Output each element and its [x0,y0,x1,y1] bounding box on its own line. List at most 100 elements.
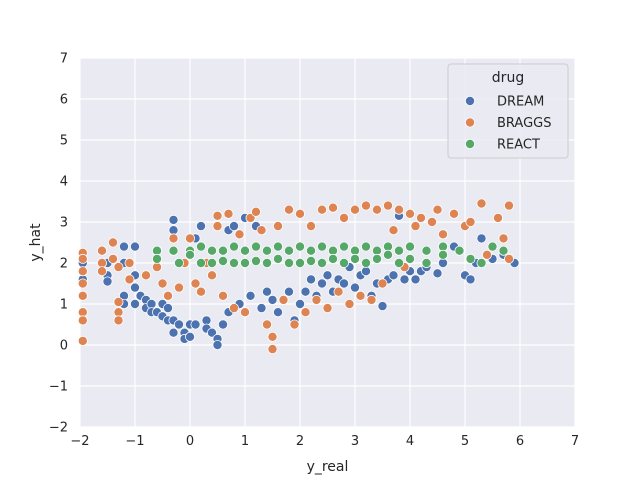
data-point-react [283,245,294,256]
data-point-braggs [124,274,135,285]
data-point-braggs [113,315,124,326]
data-point-braggs [77,290,88,301]
x-tick-label: 3 [351,434,359,449]
data-point-dream [173,319,184,330]
data-point-braggs [503,253,514,264]
data-point-braggs [283,204,294,215]
data-point-braggs [97,245,108,256]
data-point-react [250,241,261,252]
data-point-braggs [333,286,344,297]
data-point-dream [465,274,476,285]
data-point-braggs [162,290,173,301]
data-point-react [349,253,360,264]
data-point-braggs [415,212,426,223]
data-point-braggs [322,303,333,314]
data-point-braggs [140,270,151,281]
data-point-braggs [355,290,366,301]
data-point-dream [217,319,228,330]
data-point-react [173,257,184,268]
data-point-braggs [97,266,108,277]
data-point-braggs [349,204,360,215]
data-point-react [206,245,217,256]
data-point-react [327,253,338,264]
data-point-dream [162,303,173,314]
data-point-dream [102,276,113,287]
data-point-react [206,257,217,268]
data-point-braggs [267,331,278,342]
data-point-react [239,245,250,256]
data-point-dream [195,221,206,232]
data-point-braggs [239,307,250,318]
data-point-dream [206,327,217,338]
data-point-react [404,253,415,264]
data-point-react [151,253,162,264]
data-point-react [294,241,305,252]
data-point-react [316,241,327,252]
data-point-react [228,257,239,268]
x-tick-label: 1 [241,434,249,449]
data-point-react [294,257,305,268]
data-point-braggs [267,344,278,355]
data-point-react [239,257,250,268]
data-point-braggs [338,212,349,223]
x-tick-labels: −2 −1 0 1 2 3 4 5 6 7 [70,434,579,449]
x-tick-label: 4 [406,434,414,449]
data-point-react [305,255,316,266]
data-point-braggs [77,253,88,264]
data-point-braggs [228,303,239,314]
data-point-braggs [157,278,168,289]
y-tick-label: 7 [60,52,68,67]
data-point-dream [119,241,130,252]
data-point-react [184,249,195,260]
data-point-react [261,245,272,256]
legend-label-braggs: BRAGGS [497,116,552,131]
legend-label-dream: DREAM [497,95,544,110]
data-point-react [338,257,349,268]
data-point-dream [432,268,443,279]
legend-label-react: REACT [497,138,540,153]
x-tick-label: −2 [70,434,89,449]
data-point-braggs [272,221,283,232]
data-point-react [195,241,206,252]
data-point-dream [212,339,223,350]
data-point-braggs [481,249,492,260]
data-point-react [272,241,283,252]
data-point-react [437,249,448,260]
data-point-dream [228,221,239,232]
y-tick-label: 6 [60,93,68,108]
x-tick-label: 6 [516,434,524,449]
data-point-dream [322,270,333,281]
data-point-braggs [278,294,289,305]
data-point-react [371,253,382,264]
data-point-braggs [223,208,234,219]
x-tick-label: 7 [571,434,579,449]
data-point-react [228,241,239,252]
data-point-braggs [437,229,448,240]
data-point-braggs [426,216,437,227]
legend: drug DREAM BRAGGS REACT [447,63,569,159]
data-point-react [168,245,179,256]
data-point-braggs [432,204,443,215]
y-tick-labels: −2 −1 0 1 2 3 4 5 6 7 [49,52,68,436]
data-point-braggs [212,221,223,232]
data-point-braggs [184,233,195,244]
data-point-dream [267,294,278,305]
data-point-dream [305,274,316,285]
data-point-braggs [289,319,300,330]
data-point-react [382,249,393,260]
data-point-braggs [256,225,267,236]
y-tick-label: 5 [60,134,68,149]
legend-title: drug [492,70,524,86]
data-point-react [250,255,261,266]
data-point-dream [168,327,179,338]
data-point-braggs [371,204,382,215]
x-axis-label: y_real [307,459,349,475]
data-point-dream [168,214,179,225]
data-point-braggs [388,225,399,236]
data-point-braggs [212,210,223,221]
data-point-braggs [261,319,272,330]
data-point-braggs [492,212,503,223]
data-point-braggs [250,206,261,217]
data-point-dream [190,319,201,330]
